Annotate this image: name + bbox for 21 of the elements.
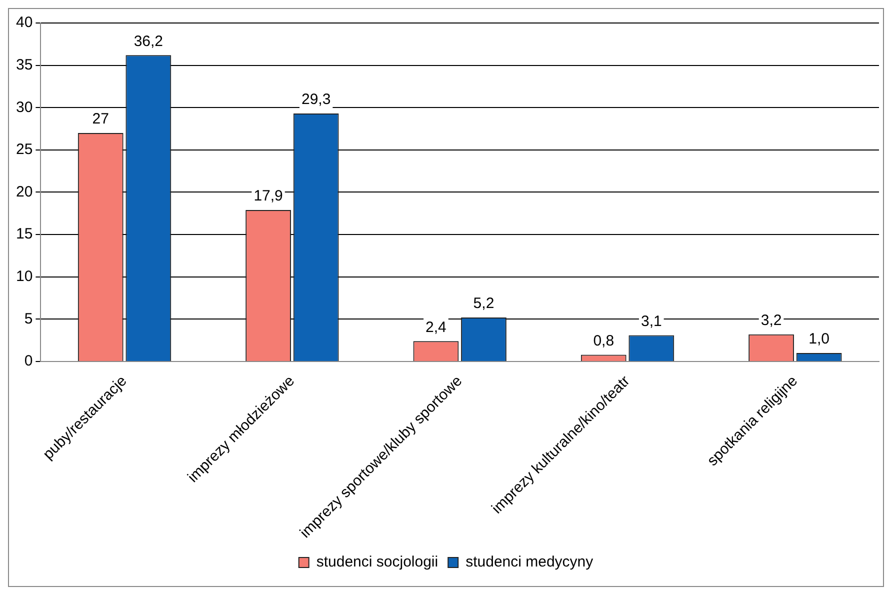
data-label: 17,9 <box>254 188 283 205</box>
legend-label: studenci socjologii <box>316 554 438 571</box>
y-tick-label: 5 <box>24 310 33 328</box>
legend-label: studenci medycyny <box>466 554 594 571</box>
y-tick-label: 30 <box>16 98 33 116</box>
y-tick-label: 25 <box>16 141 33 158</box>
data-label: 3,2 <box>760 312 782 330</box>
data-label: 1,0 <box>808 330 830 348</box>
y-tick-label: 15 <box>16 226 33 243</box>
data-label: 2,4 <box>426 318 446 336</box>
data-label: 29,3 <box>301 91 331 108</box>
data-label: 27 <box>92 110 109 128</box>
y-tick-label: 10 <box>16 268 33 285</box>
y-tick-label: 35 <box>16 56 33 74</box>
data-label: 3,1 <box>640 312 662 330</box>
data-label: 36,2 <box>134 32 164 50</box>
data-label: 0,8 <box>593 332 614 350</box>
y-tick-label: 0 <box>24 352 33 370</box>
y-tick-label: 20 <box>16 183 33 200</box>
data-label: 5,2 <box>473 295 494 312</box>
y-tick-label: 40 <box>16 14 33 32</box>
